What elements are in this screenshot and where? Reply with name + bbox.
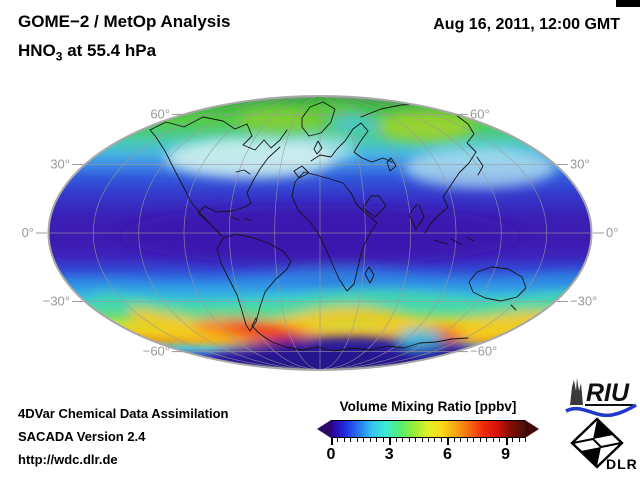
lat-label-right-60s: −60° [470,344,497,359]
graticule [49,96,591,370]
footer-line-version: SACADA Version 2.4 [18,429,146,444]
timestamp: Aug 16, 2011, 12:00 GMT [433,16,620,33]
page-title: GOME−2 / MetOp Analysis [18,12,231,31]
dlr-emblem-icon [570,417,624,469]
page-subtitle: HNO3 at 55.4 hPa [18,41,157,64]
header-title-block: GOME−2 / MetOp Analysis HNO3 at 55.4 hPa [18,12,230,63]
lat-label-left-30s: −30° [43,294,70,309]
footer-line-assimilation: 4DVar Chemical Data Assimilation [18,406,229,421]
riu-swoosh [565,403,637,418]
map-ellipse-border [47,95,593,371]
colorbar-right-arrow [525,420,539,438]
colorbar-ticks [331,438,526,445]
lat-label-right-30n: 30° [570,157,590,172]
riu-text: RIU [586,379,630,407]
colorbar-title: Volume Mixing Ratio [ppbv] [339,399,517,414]
field [49,96,591,370]
dlr-logo: DLR [570,417,640,473]
lat-label-right-60n: 60° [470,107,490,122]
footer-line-url: http://wdc.dlr.de [18,452,118,467]
lat-label-right-0: 0° [606,225,618,240]
lat-label-left-60s: −60° [143,344,170,359]
dlr-text: DLR [606,456,638,472]
riu-cathedral-icon [570,378,583,405]
latitude-labels: 60° 30° 0° −30° −60° 60° 30° 0° −30° −60… [22,107,619,359]
lat-label-left-0: 0° [22,225,34,240]
lat-label-right-30s: −30° [570,294,597,309]
colorbar-gradient [331,420,525,438]
corner-mark [616,0,640,7]
riu-logo: RIU [564,373,638,418]
colorbar-left-arrow [317,420,331,438]
footer-text: 4DVar Chemical Data Assimilation SACADA … [18,402,229,471]
lat-label-left-60n: 60° [150,107,170,122]
lat-label-left-30n: 30° [50,157,70,172]
